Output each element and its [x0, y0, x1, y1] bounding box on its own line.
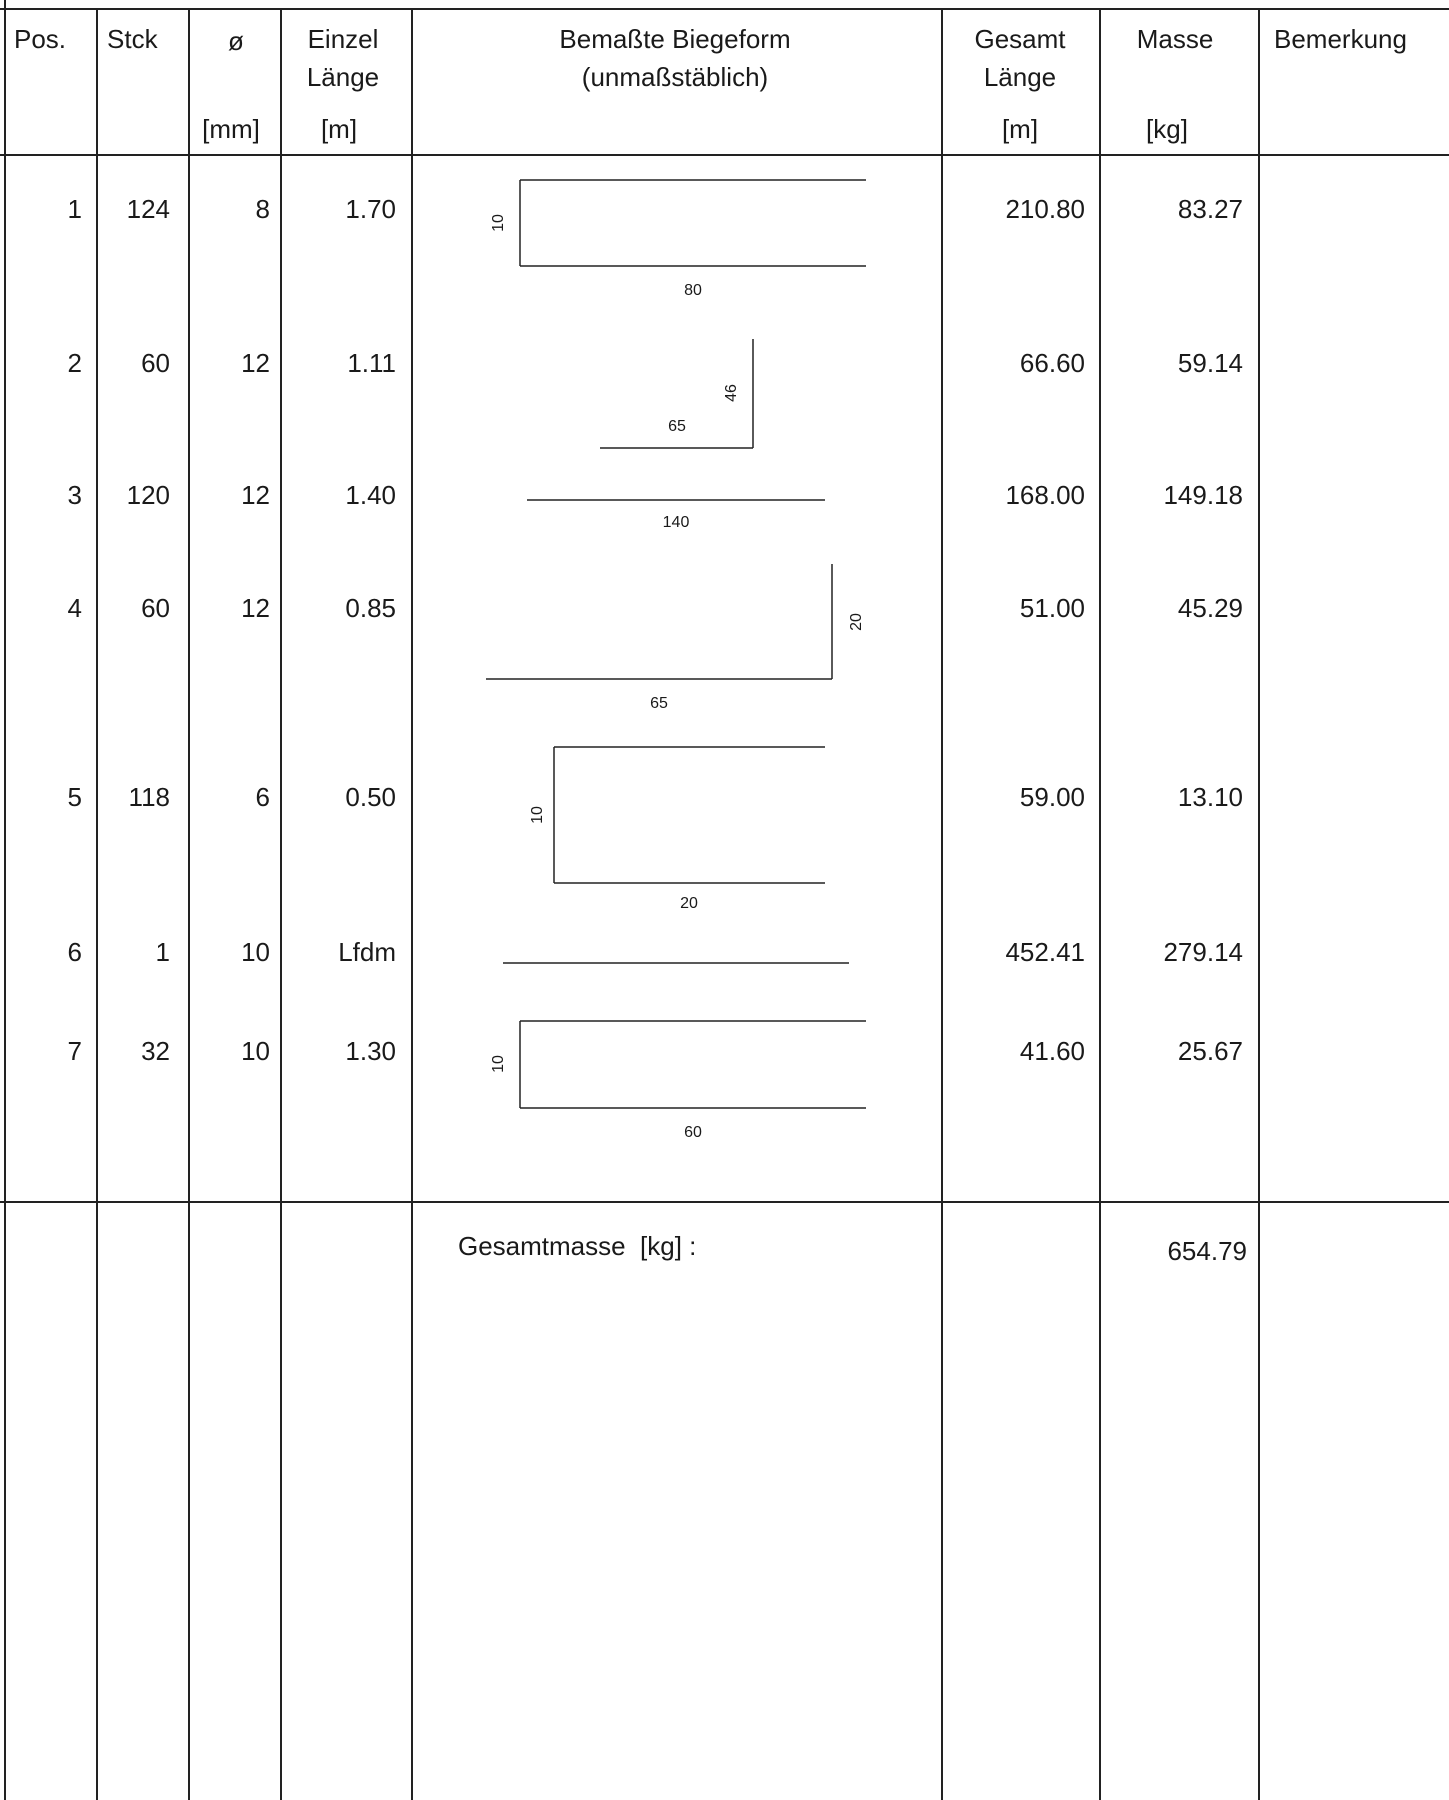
row-1-einzel: 1.70 [345, 194, 396, 224]
row-6-einzel: Lfdm [338, 937, 396, 967]
header-pos: Pos. [14, 24, 67, 54]
row-3-einzel: 1.40 [345, 480, 396, 510]
header-form-line2: (unmaßstäblich) [581, 62, 769, 92]
header-diameter: ø [228, 26, 244, 56]
header-bemerkung: Bemerkung [1274, 24, 1407, 54]
header-einzel-line1: Einzel [307, 24, 379, 54]
row-2-gesamt: 66.60 [1019, 348, 1085, 378]
header-gesamt-line2: Länge [983, 62, 1057, 92]
shape-7-dim-a: 10 [490, 1055, 507, 1073]
row-7-gesamt: 41.60 [1019, 1036, 1085, 1066]
row-5-einzel: 0.50 [345, 782, 396, 812]
row-6-masse: 279.14 [1163, 937, 1243, 967]
shape-row-4: 65 20 [486, 564, 865, 712]
row-2-dia: 12 [241, 348, 270, 378]
row-4-dia: 12 [241, 593, 270, 623]
row-4-pos: 4 [67, 593, 82, 623]
shape-4-dim-a: 65 [650, 695, 668, 712]
row-3-dia: 12 [241, 480, 270, 510]
header-einzel-line2: Länge [306, 62, 380, 92]
row-5-gesamt: 59.00 [1019, 782, 1085, 812]
header-gesamt-line1: Gesamt [974, 24, 1066, 54]
row-4-einzel: 0.85 [345, 593, 396, 623]
row-5-dia: 6 [255, 782, 270, 812]
shape-2-dim-a: 65 [668, 418, 686, 435]
row-5-stck: 118 [128, 782, 170, 812]
row-6-stck: 1 [155, 937, 170, 967]
col-divider-masse [1099, 8, 1101, 1800]
row-5-masse: 13.10 [1177, 782, 1243, 812]
row-7-masse: 25.67 [1177, 1036, 1243, 1066]
row-1-stck: 124 [126, 194, 170, 224]
row-2-masse: 59.14 [1177, 348, 1243, 378]
shape-1-dim-b: 80 [684, 282, 702, 299]
row-3-pos: 3 [67, 480, 82, 510]
col-divider-stck [96, 8, 98, 1800]
row-4-gesamt: 51.00 [1019, 593, 1085, 623]
row-6-gesamt: 452.41 [1005, 937, 1085, 967]
row-5-pos: 5 [67, 782, 82, 812]
top-border [0, 8, 1449, 10]
shape-5-dim-b: 20 [680, 895, 698, 912]
shape-2-dim-b: 46 [723, 384, 740, 402]
total-mass-value: 654.79 [1167, 1236, 1247, 1266]
col-divider-einzel [280, 8, 282, 1800]
row-2-pos: 2 [67, 348, 82, 378]
row-1-pos: 1 [67, 194, 82, 224]
row-3-masse: 149.18 [1163, 480, 1243, 510]
row-7-pos: 7 [67, 1036, 82, 1066]
total-separator-line [0, 1201, 1449, 1203]
row-3-stck: 120 [126, 480, 170, 510]
row-2-stck: 60 [141, 348, 170, 378]
header-einzel-unit: [m] [320, 114, 358, 144]
shape-row-7: 10 60 [490, 1020, 866, 1141]
row-7-stck: 32 [141, 1036, 170, 1066]
col-divider-bemerkung [1258, 8, 1260, 1800]
row-4-stck: 60 [141, 593, 170, 623]
shape-4-dim-b: 20 [848, 613, 865, 631]
left-border [4, 0, 6, 1800]
header-stck: Stck [107, 24, 158, 54]
total-mass-label: Gesamtmasse [kg] : [458, 1231, 697, 1261]
col-divider-gesamt [941, 8, 943, 1800]
row-1-dia: 8 [255, 194, 270, 224]
shape-row-3: 140 [527, 499, 825, 531]
shape-row-2: 65 46 [600, 339, 754, 449]
header-form-line1: Bemaßte Biegeform [559, 24, 791, 54]
row-7-einzel: 1.30 [345, 1036, 396, 1066]
shape-3-dim-a: 140 [663, 514, 690, 531]
row-6-pos: 6 [67, 937, 82, 967]
shape-1-dim-a: 10 [490, 214, 507, 232]
shape-5-dim-a: 10 [529, 806, 546, 824]
row-6-dia: 10 [241, 937, 270, 967]
header-gesamt-unit: [m] [1001, 114, 1039, 144]
row-7-dia: 10 [241, 1036, 270, 1066]
row-4-masse: 45.29 [1177, 593, 1243, 623]
row-2-einzel: 1.11 [347, 348, 396, 378]
header-masse: Masse [1136, 24, 1214, 54]
row-1-masse: 83.27 [1177, 194, 1243, 224]
shape-7-dim-b: 60 [684, 1124, 702, 1141]
shape-row-5: 10 20 [529, 746, 825, 912]
row-1-gesamt: 210.80 [1005, 194, 1085, 224]
header-diameter-unit: [mm] [202, 114, 260, 144]
header-bottom-border [0, 154, 1449, 156]
header-masse-unit: [kg] [1146, 114, 1188, 144]
col-divider-dia [188, 8, 190, 1800]
shape-row-1: 10 80 [490, 179, 866, 299]
row-3-gesamt: 168.00 [1005, 480, 1085, 510]
col-divider-form [411, 8, 413, 1800]
